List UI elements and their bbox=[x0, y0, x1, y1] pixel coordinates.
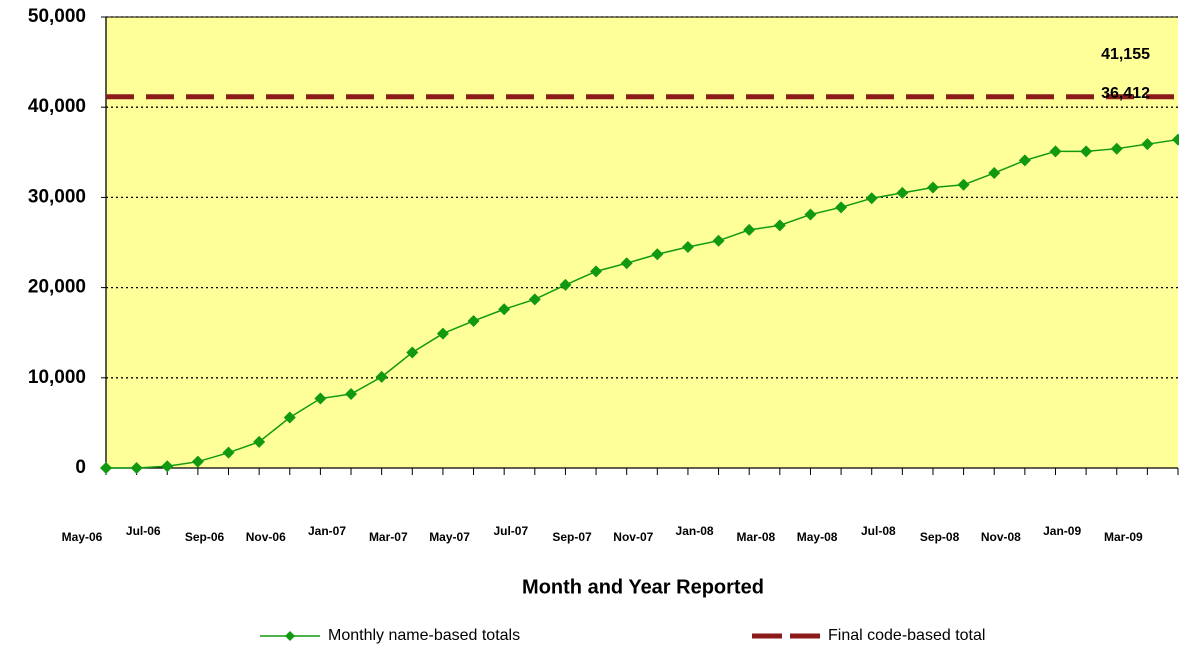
data-point bbox=[590, 265, 603, 278]
legend-label: Monthly name-based totals bbox=[328, 627, 520, 644]
y-tick-label: 40,000 bbox=[28, 96, 86, 117]
x-tick-label: Jan-08 bbox=[676, 524, 714, 538]
data-point bbox=[773, 219, 786, 232]
data-point bbox=[436, 327, 449, 340]
data-point bbox=[865, 192, 878, 205]
data-point bbox=[467, 314, 480, 327]
data-point bbox=[926, 181, 939, 194]
data-point bbox=[1018, 154, 1031, 167]
series-line bbox=[106, 138, 1179, 469]
data-point bbox=[896, 186, 909, 199]
data-point bbox=[100, 462, 112, 474]
x-tick-label: Nov-08 bbox=[981, 530, 1021, 544]
data-point bbox=[835, 201, 848, 214]
y-tick-label: 10,000 bbox=[28, 367, 86, 388]
x-tick-label: Sep-07 bbox=[552, 530, 592, 544]
data-point bbox=[743, 223, 756, 236]
plot-area bbox=[106, 17, 1178, 468]
x-tick-label: Sep-06 bbox=[185, 530, 225, 544]
data-point bbox=[651, 248, 664, 261]
x-tick-label: Mar-08 bbox=[736, 530, 775, 544]
data-point bbox=[712, 234, 725, 247]
x-tick-label: Mar-07 bbox=[369, 530, 408, 544]
data-point bbox=[498, 303, 511, 316]
x-tick-label: Jan-07 bbox=[308, 524, 346, 538]
data-point bbox=[804, 208, 817, 221]
x-tick-label: Sep-08 bbox=[920, 530, 960, 544]
y-tick-label: 0 bbox=[75, 457, 86, 478]
data-point bbox=[988, 167, 1001, 180]
legend-marker bbox=[285, 631, 295, 641]
data-point bbox=[1172, 133, 1179, 146]
x-tick-label: Jul-07 bbox=[493, 524, 528, 538]
data-point bbox=[222, 446, 235, 459]
x-tick-label: Jul-08 bbox=[861, 524, 896, 538]
data-point bbox=[957, 178, 970, 191]
data-point bbox=[375, 370, 388, 383]
data-point bbox=[1110, 142, 1123, 155]
x-tick-label: May-07 bbox=[429, 530, 470, 544]
data-point bbox=[1080, 145, 1093, 158]
data-point bbox=[681, 241, 694, 254]
data-point bbox=[1049, 145, 1062, 158]
data-point bbox=[559, 278, 572, 291]
data-point bbox=[161, 460, 174, 473]
x-tick-label: Jul-06 bbox=[126, 524, 161, 538]
data-point bbox=[345, 388, 358, 401]
data-point bbox=[406, 346, 419, 359]
x-tick-label: Jan-09 bbox=[1043, 524, 1081, 538]
data-point bbox=[620, 257, 633, 270]
reference-value-label: 41,155 bbox=[1101, 46, 1150, 63]
data-point bbox=[528, 293, 541, 306]
x-tick-label: Nov-06 bbox=[246, 530, 286, 544]
data-point bbox=[1141, 138, 1154, 151]
x-tick-label: May-06 bbox=[62, 530, 103, 544]
data-point bbox=[283, 411, 296, 424]
data-point bbox=[253, 435, 266, 448]
data-point bbox=[191, 455, 204, 468]
y-tick-label: 20,000 bbox=[28, 277, 86, 298]
data-point bbox=[130, 462, 143, 474]
x-axis-title: Month and Year Reported bbox=[522, 576, 764, 598]
y-tick-label: 50,000 bbox=[28, 6, 86, 27]
data-label: 36,412 bbox=[1101, 85, 1150, 102]
y-tick-label: 30,000 bbox=[28, 186, 86, 207]
x-tick-label: Nov-07 bbox=[613, 530, 653, 544]
x-tick-label: Mar-09 bbox=[1104, 530, 1143, 544]
x-tick-label: May-08 bbox=[797, 530, 838, 544]
data-point bbox=[314, 392, 327, 405]
legend-label: Final code-based total bbox=[828, 627, 985, 644]
